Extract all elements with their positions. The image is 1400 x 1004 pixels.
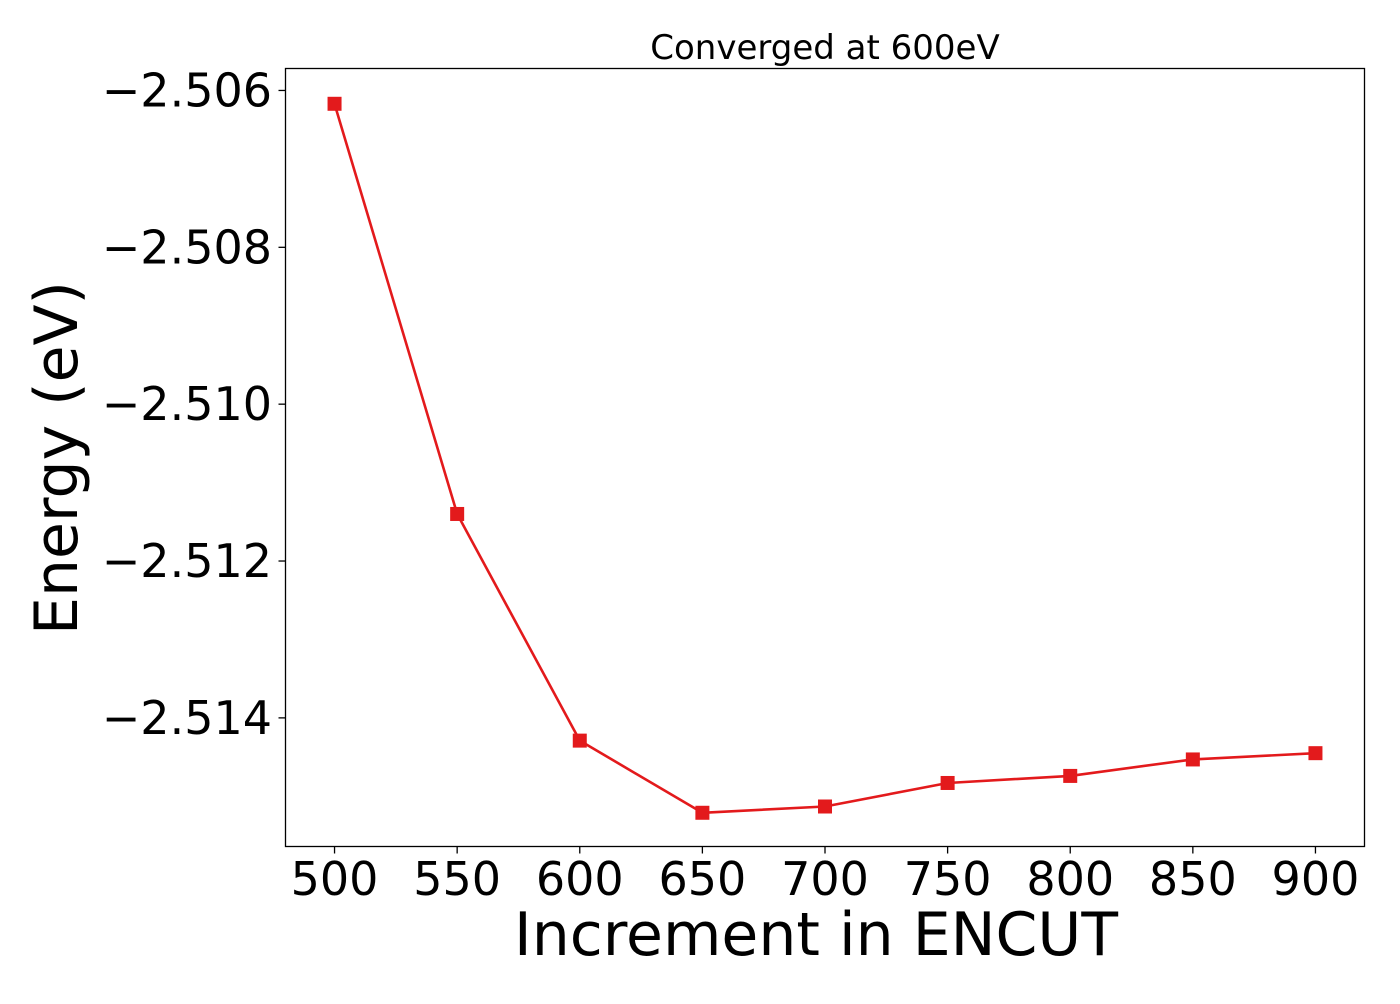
x-tick-label: 700: [781, 852, 869, 906]
x-tick-label: 600: [536, 852, 624, 906]
x-tick-label: 650: [658, 852, 746, 906]
data-point-marker: [450, 506, 465, 521]
x-tick-label: 900: [1272, 852, 1360, 906]
y-axis-label: Energy (eV): [22, 281, 92, 635]
data-point-marker: [1308, 746, 1323, 761]
data-point-marker: [327, 96, 342, 111]
x-tick-label: 750: [904, 852, 992, 906]
x-tick-label: 500: [291, 852, 379, 906]
data-point-marker: [1185, 752, 1200, 767]
y-axis-ticks: −2.506 −2.508 −2.510 −2.512 −2.514: [102, 63, 286, 745]
y-tick-label: −2.514: [102, 691, 272, 745]
x-axis-label: Increment in ENCUT: [514, 900, 1118, 970]
data-point-marker: [1063, 768, 1078, 783]
x-tick-label: 850: [1149, 852, 1237, 906]
plot-frame: [284, 67, 1366, 848]
x-axis-ticks: 500 550 600 650 700 750 800 850 900: [291, 846, 1360, 906]
y-tick-label: −2.510: [102, 377, 272, 431]
data-point-marker: [695, 805, 710, 820]
series-layer: [327, 96, 1323, 820]
data-point-marker: [940, 775, 955, 790]
y-tick-label: −2.512: [102, 534, 272, 588]
x-tick-label: 550: [413, 852, 501, 906]
x-tick-label: 800: [1026, 852, 1114, 906]
y-tick-label: −2.508: [102, 220, 272, 274]
y-tick-label: −2.506: [102, 63, 272, 117]
data-point-marker: [572, 733, 587, 748]
energy-series-line: [333, 103, 1316, 815]
data-point-marker: [818, 799, 832, 814]
chart-title: Converged at 600eV: [650, 28, 999, 68]
